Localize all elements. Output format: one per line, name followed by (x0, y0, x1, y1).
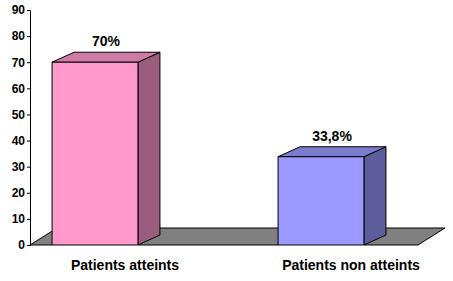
y-tick: 60 (12, 82, 30, 96)
y-tick-label: 20 (12, 186, 26, 200)
y-tick-mark (27, 245, 30, 246)
y-tick-mark (27, 114, 30, 115)
y-tick-mark (27, 193, 30, 194)
y-tick-mark (27, 141, 30, 142)
x-tick-label: Patients non atteints (282, 257, 420, 273)
y-tick-mark (27, 88, 30, 89)
y-tick-label: 40 (12, 134, 26, 148)
y-tick-label: 80 (12, 29, 26, 43)
y-tick-label: 0 (18, 238, 25, 252)
y-axis: 0 10 20 30 40 50 60 70 80 90 (12, 3, 31, 252)
y-tick-label: 30 (12, 160, 26, 174)
bar (52, 62, 138, 245)
y-tick-mark (27, 219, 30, 220)
chart: 0 10 20 30 40 50 60 70 80 90 70% 33,8% Patients atte… (0, 0, 453, 281)
bar-top (278, 147, 386, 157)
bar-group (278, 147, 386, 245)
y-tick: 80 (12, 29, 30, 43)
y-tick: 20 (12, 186, 30, 200)
data-label: 33,8% (312, 128, 352, 144)
bar-top (52, 52, 160, 62)
y-tick-label: 90 (12, 3, 26, 17)
y-tick-mark (27, 10, 30, 11)
y-tick: 30 (12, 160, 30, 174)
y-tick-label: 50 (12, 108, 26, 122)
y-tick-mark (27, 62, 30, 63)
y-tick: 90 (12, 3, 30, 17)
x-tick-label: Patients atteints (71, 257, 179, 273)
y-tick-mark (27, 36, 30, 37)
y-axis-line (27, 11, 31, 246)
y-tick: 50 (12, 108, 30, 122)
y-tick-label: 70 (12, 56, 26, 70)
y-tick: 0 (18, 238, 30, 252)
y-tick-label: 60 (12, 82, 26, 96)
y-tick-mark (27, 167, 30, 168)
bars (52, 52, 386, 245)
bar-group (52, 52, 160, 245)
y-tick-label: 10 (12, 212, 26, 226)
bar-side (138, 52, 160, 245)
data-label: 70% (92, 33, 121, 49)
y-tick: 70 (12, 56, 30, 70)
y-tick: 10 (12, 212, 30, 226)
bar (278, 157, 364, 245)
y-tick: 40 (12, 134, 30, 148)
bar-side (364, 147, 386, 245)
